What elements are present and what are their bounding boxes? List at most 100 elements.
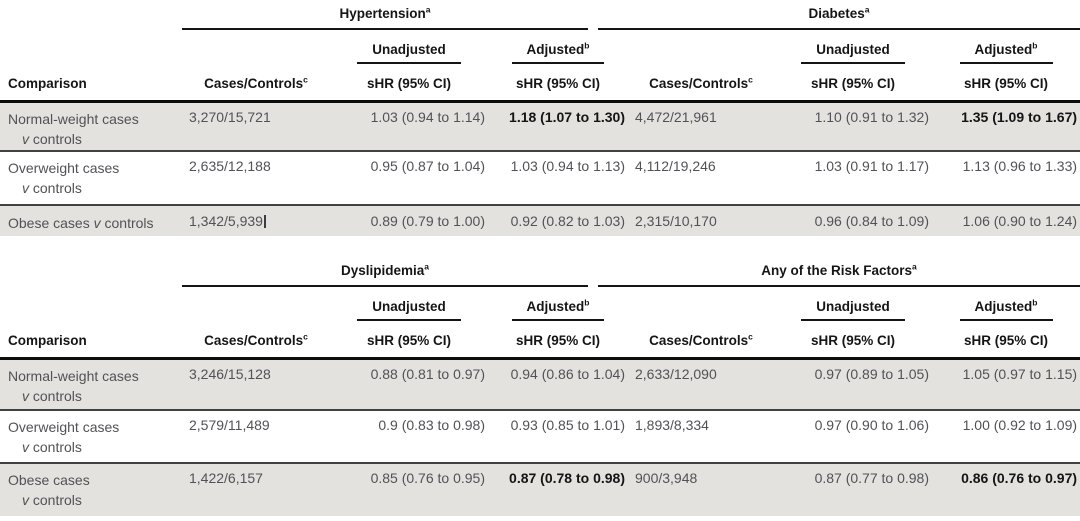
cases-controls-cell: 2,633/12,090 [635,365,717,382]
spacer-cell [628,293,774,321]
shr-adjusted-cell: 0.86 (0.76 to 0.97) [932,462,1080,516]
group-header-row: Hypertensiona Diabetesa [0,5,1080,36]
shr-unadjusted-cell: 0.95 (0.87 to 1.04) [330,150,488,205]
cases-controls-column-header: Cases/Controlsc [628,64,774,103]
shr-unadjusted-cell: 0.9 (0.83 to 0.98) [330,409,488,463]
unadjusted-header: Unadjusted [330,36,488,64]
cases-controls-column-header: Cases/Controlsc [628,321,774,360]
table-row: Overweight cases v controls 2,579/11,489… [0,409,1080,463]
cases-controls-cell: 3,270/15,721 [189,108,271,125]
footnote-marker: b [1032,40,1038,51]
comparison-cell: Obese cases v controls [0,204,182,236]
shr-adjusted-cell: 1.03 (0.94 to 1.13) [488,150,628,205]
shr-column-header: sHR (95% CI) [932,64,1080,103]
table-hypertension-diabetes: Hypertensiona Diabetesa Unadjusted Adjus… [0,5,1080,236]
footnote-marker: a [864,4,870,15]
shr-unadjusted-cell: 0.89 (0.79 to 1.00) [330,204,488,236]
cases-controls-cell: 2,315/10,170 [628,204,774,236]
comparison-cell: Normal-weight cases v controls [8,110,139,147]
shr-unadjusted-cell: 0.87 (0.77 to 0.98) [774,462,932,516]
group-title: Dyslipidemia [340,263,425,278]
text-cursor [263,215,266,228]
group-header-dyslipidemia: Dyslipidemiaa [182,262,628,293]
group-title: Hypertension [339,6,426,21]
shr-adjusted-cell: 1.06 (0.90 to 1.24) [932,204,1080,236]
shr-adjusted-cell: 0.87 (0.78 to 0.98) [488,462,628,516]
footnote-marker: b [584,297,590,308]
shr-adjusted-cell: 1.00 (0.92 to 1.09) [932,409,1080,463]
table-row: Obese cases v controls 1,422/6,157 0.85 … [0,462,1080,516]
adjusted-header: Adjustedb [932,293,1080,321]
footnote-marker: c [748,331,753,341]
shr-unadjusted-cell: 1.03 (0.91 to 1.17) [774,150,932,205]
cases-controls-cell: 4,112/19,246 [628,150,774,205]
column-header-row: Comparison Cases/Controlsc sHR (95% CI) … [0,321,1080,360]
unadjusted-header: Unadjusted [330,293,488,321]
spacer-cell [0,262,182,293]
spacer-cell [628,36,774,64]
cases-controls-cell: 1,342/5,939 [182,204,330,236]
shr-unadjusted-cell: 0.88 (0.81 to 0.97) [370,365,485,382]
shr-unadjusted-cell: 0.97 (0.89 to 1.05) [814,365,929,382]
table-dyslipidemia-anyriskfactors: Dyslipidemiaa Any of the Risk Factorsa U… [0,262,1080,516]
comparison-cell: Overweight cases v controls [0,409,182,463]
unadjusted-header: Unadjusted [774,36,932,64]
comparison-cell: Obese cases v controls [0,462,182,516]
group-title: Diabetes [808,6,865,21]
footnote-marker: b [584,40,590,51]
table-row: Normal-weight cases v controls 3,270/15,… [0,101,1080,151]
spacer-cell [182,36,330,64]
shr-unadjusted-cell: 0.85 (0.76 to 0.95) [330,462,488,516]
table-row: Overweight cases v controls 2,635/12,188… [0,150,1080,205]
risk-factor-results-page: Hypertensiona Diabetesa Unadjusted Adjus… [0,5,1080,516]
adjustment-header-row: Unadjusted Adjustedb Unadjusted Adjusted… [0,293,1080,321]
shr-unadjusted-cell: 0.96 (0.84 to 1.09) [774,204,932,236]
cases-controls-cell: 1,422/6,157 [182,462,330,516]
shr-unadjusted-cell: 1.10 (0.91 to 1.32) [814,108,929,125]
footnote-marker: c [303,331,308,341]
cases-controls-cell: 3,246/15,128 [189,365,271,382]
footnote-marker: a [425,4,431,15]
cases-controls-cell: 1,893/8,334 [628,409,774,463]
cases-controls-cell: 2,579/11,489 [182,409,330,463]
cases-controls-cell: 2,635/12,188 [182,150,330,205]
shr-column-header: sHR (95% CI) [774,321,932,360]
adjusted-header: Adjustedb [488,293,628,321]
shr-unadjusted-cell: 0.97 (0.90 to 1.06) [774,409,932,463]
shr-column-header: sHR (95% CI) [932,321,1080,360]
shr-adjusted-cell: 1.18 (1.07 to 1.30) [509,108,625,125]
shr-column-header: sHR (95% CI) [488,64,628,103]
adjustment-header-row: Unadjusted Adjustedb Unadjusted Adjusted… [0,36,1080,64]
cases-controls-cell: 900/3,948 [628,462,774,516]
shr-adjusted-cell: 0.94 (0.86 to 1.04) [510,365,625,382]
spacer-cell [182,293,330,321]
shr-adjusted-cell: 0.92 (0.82 to 1.03) [488,204,628,236]
shr-adjusted-cell: 1.05 (0.97 to 1.15) [962,365,1078,382]
comparison-cell: Overweight cases v controls [0,150,182,205]
spacer-cell [0,293,182,321]
footnote-marker: c [303,74,308,84]
footnote-marker: a [424,261,429,272]
cases-controls-column-header: Cases/Controlsc [182,64,330,103]
comparison-cell: Normal-weight cases v controls [8,367,139,404]
shr-column-header: sHR (95% CI) [330,321,488,360]
adjusted-header: Adjustedb [932,36,1080,64]
footnote-marker: b [1032,297,1038,308]
shr-column-header: sHR (95% CI) [330,64,488,103]
group-header-hypertension: Hypertensiona [182,5,628,36]
unadjusted-header: Unadjusted [774,293,932,321]
column-header-row: Comparison Cases/Controlsc sHR (95% CI) … [0,64,1080,103]
group-header-diabetes: Diabetesa [598,4,1080,36]
table-row: Normal-weight cases v controls 3,246/15,… [0,358,1080,410]
footnote-marker: a [912,261,917,272]
group-title: Any of the Risk Factors [761,263,913,278]
shr-column-header: sHR (95% CI) [488,321,628,360]
shr-adjusted-cell: 1.35 (1.09 to 1.67) [961,108,1078,125]
shr-unadjusted-cell: 1.03 (0.94 to 1.14) [370,108,485,125]
spacer-cell [0,5,182,36]
comparison-column-header: Comparison [0,64,182,103]
shr-adjusted-cell: 0.93 (0.85 to 1.01) [488,409,628,463]
adjusted-header: Adjustedb [488,36,628,64]
footnote-marker: c [748,74,753,84]
shr-column-header: sHR (95% CI) [774,64,932,103]
